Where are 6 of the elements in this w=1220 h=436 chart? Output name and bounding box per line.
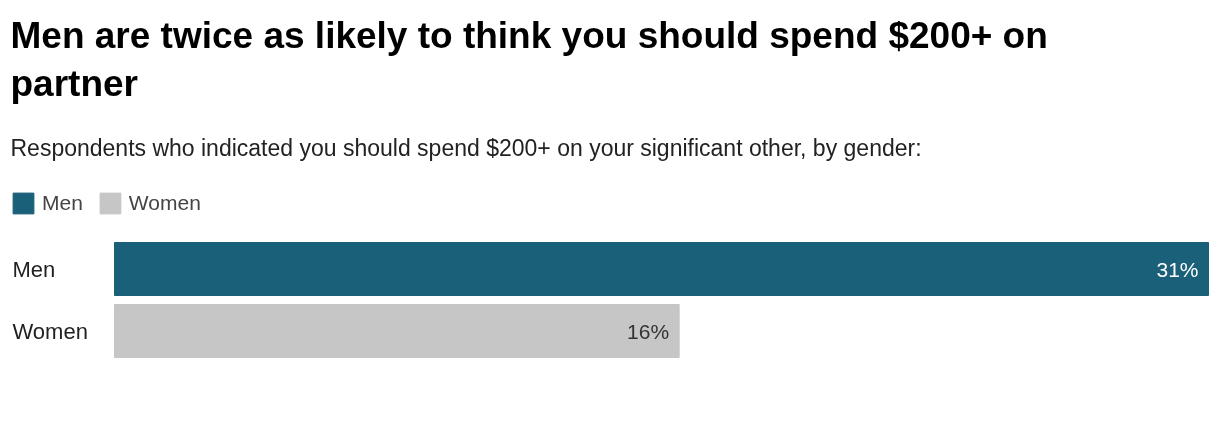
data-label: 16% <box>627 319 670 343</box>
legend-label: Women <box>128 191 201 215</box>
chart-subtitle: Respondents who indicated you should spend $200+ on your significant other, by gender: <box>10 134 922 161</box>
chart-title: Men are twice as likely to think you should spend $200+ on partner <box>10 14 1048 104</box>
text: Men <box>12 256 56 282</box>
data-label: 31% <box>1156 257 1199 281</box>
